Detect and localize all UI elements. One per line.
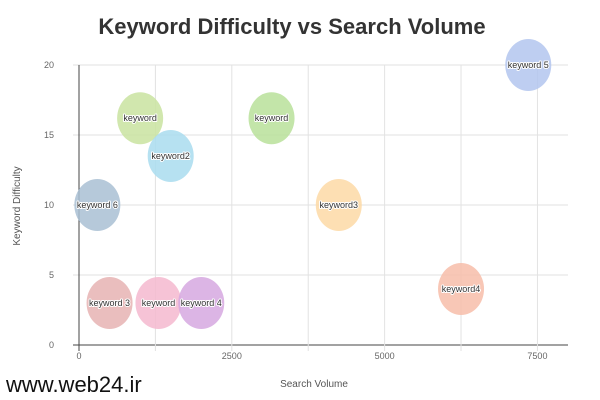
bubble-label: keyword 6 [77, 200, 118, 210]
y-tick-label: 20 [44, 60, 54, 70]
y-tick-label: 5 [49, 270, 54, 280]
bubble-label: keyword [123, 113, 157, 123]
bubble-layer: keyword keyword keyword2 keyword 6 keyword3 k… [74, 39, 552, 329]
x-tick-label: 7500 [527, 351, 547, 361]
bubble-label: keyword2 [151, 151, 190, 161]
bubble-label: keyword [255, 113, 289, 123]
x-axis-title: Search Volume [280, 379, 348, 390]
watermark-text: www.web24.ir [6, 372, 142, 397]
bubble-point[interactable] [248, 92, 295, 145]
bubble-point[interactable] [135, 277, 182, 329]
bubble-label: keyword 5 [508, 60, 549, 70]
y-axis-title: Keyword Difficulty [12, 166, 23, 245]
bubble-point[interactable] [505, 39, 552, 91]
bubble-label: keyword4 [442, 284, 481, 294]
y-tick-label: 0 [49, 340, 54, 350]
bubble-point[interactable] [178, 277, 225, 329]
bubble-point[interactable] [86, 277, 133, 329]
bubble-point[interactable] [315, 179, 362, 231]
bubble-label: keyword3 [320, 200, 359, 210]
y-tick-label: 10 [44, 200, 54, 210]
x-tick-label: 2500 [222, 351, 242, 361]
bubble-point[interactable] [147, 130, 194, 182]
bubble-label: keyword 3 [89, 298, 130, 308]
x-tick-label: 0 [76, 351, 81, 361]
x-tick-label: 5000 [375, 351, 395, 361]
bubble-point[interactable] [117, 92, 164, 145]
bubble-label: keyword [142, 298, 176, 308]
bubble-point[interactable] [438, 263, 485, 315]
axis-layer: 0 5 10 15 20 0 2500 5000 7500 [44, 60, 547, 361]
bubble-point[interactable] [74, 179, 121, 231]
bubble-label: keyword 4 [181, 298, 222, 308]
y-tick-label: 15 [44, 130, 54, 140]
chart-title: Keyword Difficulty vs Search Volume [98, 14, 486, 39]
